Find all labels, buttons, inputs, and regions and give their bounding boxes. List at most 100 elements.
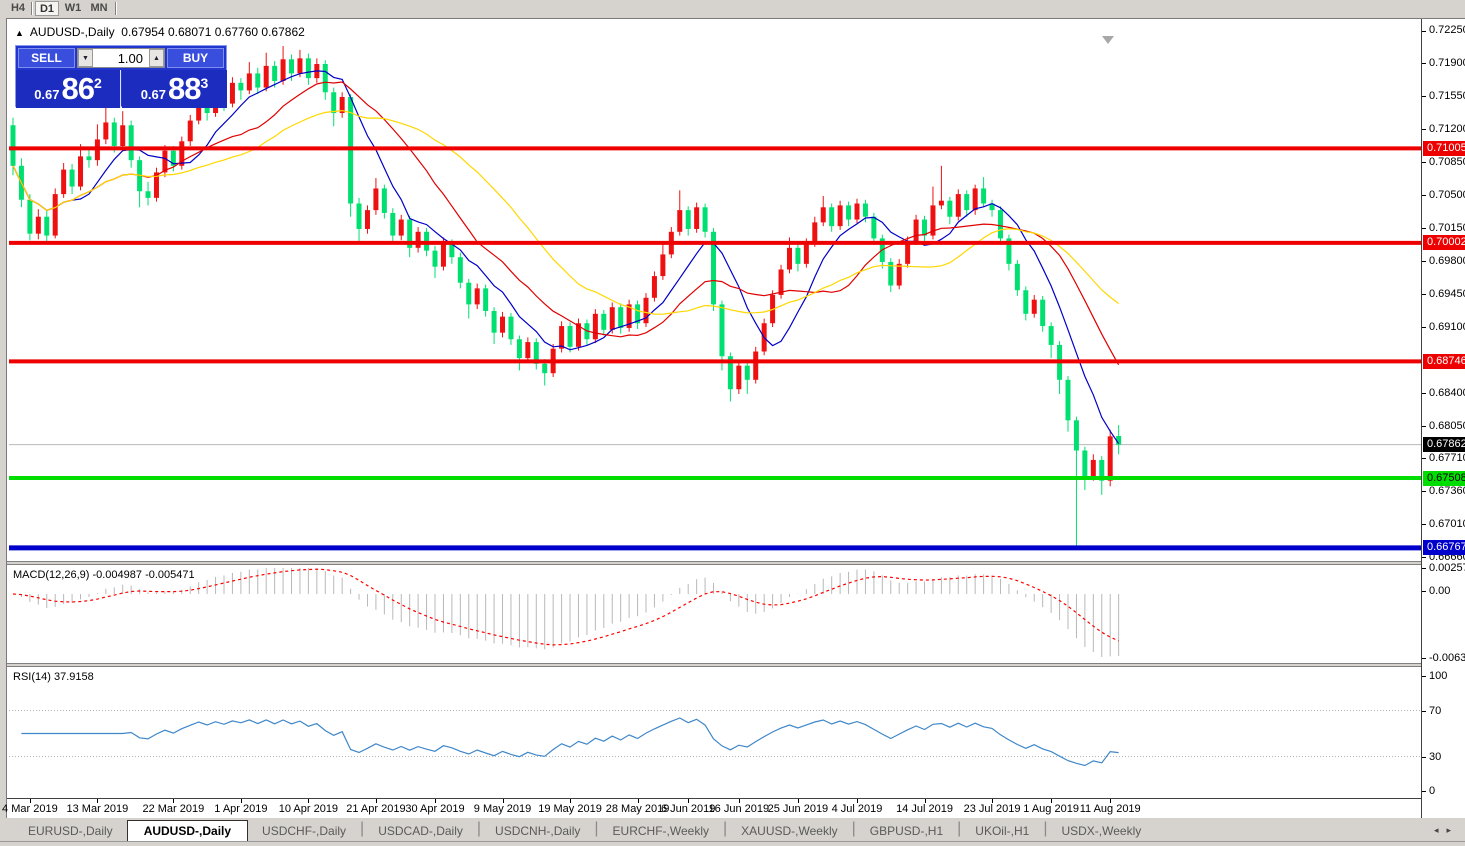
date-axis-tick: [308, 799, 310, 803]
chart-tab-usdcad-daily[interactable]: USDCAD-,Daily: [378, 824, 463, 838]
chart-tab-usdcnh-daily[interactable]: USDCNH-,Daily: [495, 824, 581, 838]
price-axis-label: 0.70150: [1429, 221, 1465, 234]
chart-tab-ukoil-h1[interactable]: UKOil-,H1: [975, 824, 1030, 838]
timeframe-toolbar: H4 D1 W1 MN: [0, 0, 1465, 18]
tab-divider: |: [1043, 820, 1048, 837]
date-axis-tick: [738, 799, 740, 803]
date-axis-label: 13 Mar 2019: [66, 803, 129, 815]
price-axis-tick: [1422, 491, 1426, 493]
price-axis-tick: [1422, 393, 1426, 395]
sell-price[interactable]: 0.67 86 2: [16, 70, 121, 108]
price-axis-label: 0.71200: [1429, 122, 1465, 135]
timeframe-mn-button[interactable]: MN: [90, 2, 108, 14]
rsi-axis-tick: [1422, 710, 1426, 712]
date-axis-tick: [173, 799, 175, 803]
chart-tab-usdchf-daily[interactable]: USDCHF-,Daily: [262, 824, 347, 838]
price-axis-label: 0.70500: [1429, 188, 1465, 201]
chart-window: ▲ AUDUSD-,Daily 0.67954 0.68071 0.67760 0…: [2, 18, 1465, 819]
date-axis-label: 14 Jul 2019: [896, 803, 953, 815]
price-axis-tick: [1422, 327, 1426, 329]
date-axis-tick: [435, 799, 436, 803]
date-axis-label: 9 May 2019: [473, 803, 532, 815]
macd-axis-label: 0.002574: [1429, 562, 1465, 574]
volume-input[interactable]: 1.00: [117, 50, 143, 66]
panel-splitter[interactable]: [7, 561, 1465, 565]
date-axis-tick: [797, 799, 799, 803]
price-axis-tick: [1422, 30, 1426, 32]
rsi-axis-label: 100: [1429, 670, 1448, 682]
volume-increase-icon[interactable]: ▲: [149, 49, 164, 67]
chart-tab-xauusd-weekly[interactable]: XAUUSD-,Weekly: [741, 824, 838, 838]
chart-title: ▲ AUDUSD-,Daily 0.67954 0.68071 0.67760 0…: [15, 25, 305, 39]
price-axis[interactable]: 0.72250 0.71900 0.71550 0.71200 0.70850 0.705…: [1421, 19, 1465, 818]
price-axis-tick: [1422, 228, 1426, 230]
price-level-badge: 0.68746: [1423, 353, 1465, 369]
date-axis-label: 25 Jun 2019: [767, 803, 829, 815]
price-axis-label: 0.67710: [1429, 451, 1465, 464]
sell-price-prefix: 0.67: [34, 86, 60, 102]
date-axis-tick: [992, 799, 994, 803]
price-level-badge: 0.71005: [1423, 140, 1465, 156]
tab-scroll-left-icon[interactable]: ◂: [1433, 825, 1447, 835]
chart-tab-usdx-weekly[interactable]: USDX-,Weekly: [1061, 824, 1142, 838]
date-axis-tick: [857, 799, 858, 803]
rsi-label: RSI(14) 37.9158: [13, 671, 94, 683]
date-axis-label: 4 Jul 2019: [831, 803, 883, 815]
price-axis-label: 0.69100: [1429, 320, 1465, 333]
chart-ohlc-values: 0.67954 0.68071 0.67760 0.67862: [121, 25, 305, 39]
date-axis-tick: [1110, 799, 1112, 803]
buy-price[interactable]: 0.67 88 3: [122, 70, 227, 108]
buy-price-prefix: 0.67: [140, 86, 167, 102]
chart-tab-eurusd-daily[interactable]: EURUSD-,Daily: [28, 824, 113, 838]
price-axis-label: 0.71550: [1429, 89, 1465, 102]
chart-tab-audusd-daily[interactable]: AUDUSD-,Daily: [126, 820, 249, 841]
price-axis-tick: [1422, 96, 1426, 98]
sell-button[interactable]: SELL: [18, 48, 75, 68]
collapse-trade-panel-icon[interactable]: ▲: [15, 28, 24, 38]
price-axis-label: 0.72250: [1429, 24, 1465, 36]
tab-divider: |: [851, 820, 856, 837]
price-axis-tick: [1422, 195, 1426, 197]
price-level-badge: 0.67862: [1423, 437, 1465, 453]
date-axis-tick: [29, 799, 31, 803]
price-axis-label: 0.70850: [1429, 155, 1465, 168]
date-axis-label: 1 Apr 2019: [214, 803, 268, 815]
one-click-trade-panel: SELL ▼ 1.00 ▲ BUY 0.67 86 2 0.67 88 3: [15, 45, 227, 108]
rsi-indicator-chart[interactable]: [9, 667, 1421, 798]
price-axis-tick: [1422, 524, 1426, 526]
volume-decrease-icon[interactable]: ▼: [78, 49, 93, 67]
price-level-badge: 0.66767: [1423, 540, 1465, 556]
date-axis-tick: [688, 799, 690, 803]
price-axis-tick: [1422, 426, 1426, 428]
date-axis-tick: [570, 799, 572, 803]
chart-symbol-period: AUDUSD-,Daily: [29, 25, 115, 39]
date-axis-label: 22 Mar 2019: [142, 803, 205, 815]
date-axis-label: 19 May 2019: [538, 803, 602, 815]
macd-indicator-chart[interactable]: [9, 565, 1421, 661]
date-axis-label: 28 May 2019: [605, 803, 670, 815]
toolbar-separator: [31, 2, 33, 15]
timeframe-h4-button[interactable]: H4: [10, 2, 26, 14]
chart-tab-eurchf-weekly[interactable]: EURCHF-,Weekly: [612, 824, 709, 838]
price-axis-label: 0.69800: [1429, 254, 1465, 267]
date-axis-tick: [502, 799, 504, 803]
tab-scroll-arrows[interactable]: ◂▸: [1434, 825, 1459, 836]
main-price-chart[interactable]: [9, 23, 1421, 561]
price-axis-tick: [1422, 458, 1426, 460]
price-axis-label: 0.71900: [1429, 56, 1465, 69]
tab-divider: |: [723, 820, 728, 837]
panel-splitter[interactable]: [7, 663, 1465, 667]
timeframe-w1-button[interactable]: W1: [64, 2, 82, 14]
date-axis-label: 23 Jul 2019: [963, 803, 1021, 815]
macd-axis-tick: [1422, 657, 1426, 659]
buy-button[interactable]: BUY: [167, 48, 224, 68]
date-axis-label: 1 Aug 2019: [1023, 803, 1079, 815]
buy-price-big: 88: [168, 71, 201, 106]
date-axis[interactable]: 4 Mar 2019 13 Mar 2019 22 Mar 2019 1 Apr 20…: [2, 798, 1421, 819]
tab-scroll-right-icon[interactable]: ▸: [1446, 825, 1459, 835]
price-level-badge: 0.70002: [1423, 235, 1465, 251]
timeframe-d1-button[interactable]: D1: [35, 1, 59, 16]
date-axis-label: 21 Apr 2019: [346, 803, 406, 815]
macd-axis-tick: [1422, 591, 1426, 592]
chart-tab-gbpusd-h1[interactable]: GBPUSD-,H1: [869, 824, 944, 838]
